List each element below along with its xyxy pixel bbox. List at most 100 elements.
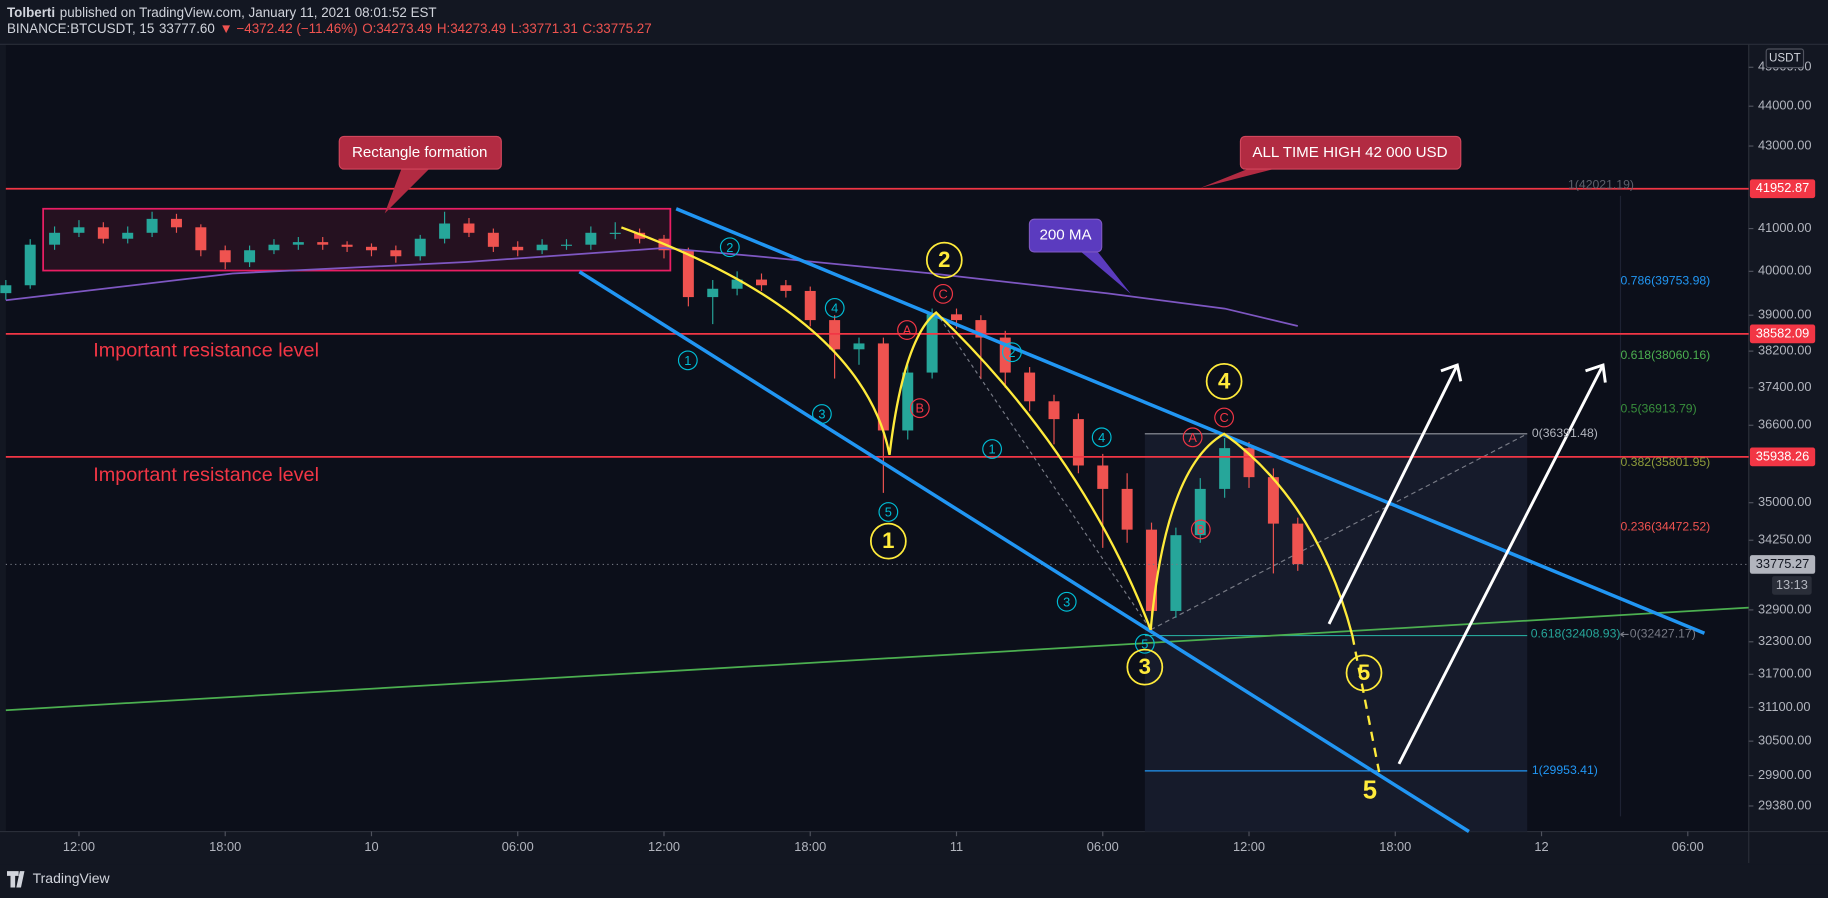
wave-circle	[1134, 633, 1155, 654]
fib-label: 0.618(38060.16)	[1620, 348, 1710, 362]
price-tag-label: 38582.09	[1756, 325, 1809, 340]
wave-circle	[933, 283, 954, 304]
rectangle-formation	[42, 207, 672, 272]
wave-curve	[620, 226, 1354, 636]
fib-trend	[1150, 433, 1528, 631]
x-tick-label: 12:00	[648, 839, 680, 854]
wave-projection	[1351, 635, 1381, 773]
candle-body	[585, 232, 597, 245]
channel-upper	[675, 207, 1706, 635]
candle-body	[1243, 448, 1255, 478]
candle-body	[341, 244, 353, 247]
y-tick-label: 35000.00	[1758, 494, 1811, 509]
axes: 45000.0044000.0043000.0041000.0040000.00…	[63, 59, 1816, 854]
candle-body	[1267, 477, 1279, 524]
wave-circle	[1126, 648, 1164, 686]
wave-circle	[824, 297, 845, 318]
wave-label: 2	[1008, 345, 1015, 360]
candle-body	[512, 246, 524, 251]
annotation: Important resistance level	[93, 339, 319, 361]
wave-label: 3	[1063, 594, 1070, 609]
wave-label: B	[1197, 522, 1206, 537]
candle-body	[414, 238, 426, 257]
x-tick-label: 10	[364, 839, 378, 854]
wave-label: 4	[1218, 368, 1231, 393]
wave-label: 5	[1358, 660, 1370, 685]
candle-body	[756, 279, 767, 286]
y-tick-label: 29380.00	[1758, 797, 1811, 812]
wave-circle	[878, 502, 899, 522]
fib-arrow	[1620, 631, 1629, 638]
arrow	[1327, 364, 1459, 625]
wave-label: 5	[1363, 777, 1377, 805]
countdown-tag	[1772, 576, 1812, 595]
wave-label: 5	[1141, 636, 1148, 651]
candle-body	[439, 223, 451, 239]
candle-body	[24, 244, 36, 286]
candle-body	[0, 285, 12, 294]
ohlc: H:34273.49	[437, 21, 506, 36]
wave-label: B	[916, 401, 925, 416]
candle-body	[1194, 488, 1206, 536]
candle-body	[853, 343, 865, 350]
wave-label: 1	[882, 528, 894, 553]
candle-body	[707, 288, 719, 298]
price: 33777.60	[159, 21, 215, 36]
wave-label: 1	[684, 353, 691, 368]
wave-circle	[1182, 427, 1203, 448]
candle-body	[1072, 419, 1084, 466]
y-tick-label: 31700.00	[1758, 666, 1811, 681]
fib-label: 0.786(39753.98)	[1620, 273, 1710, 287]
candle-body	[999, 337, 1011, 373]
candle-body	[195, 227, 207, 251]
symbol: BINANCE:BTCUSDT, 15	[7, 21, 154, 36]
callout	[1028, 218, 1103, 253]
wave-circle	[719, 237, 740, 258]
candle-body	[926, 314, 938, 373]
candle-body	[1146, 529, 1157, 611]
price-tag-label: 41952.87	[1756, 180, 1809, 195]
candle-body	[1097, 465, 1109, 489]
wave-circle	[1056, 591, 1077, 612]
x-tick-label: 12:00	[1233, 839, 1265, 854]
candle-body	[609, 232, 621, 234]
candle-body	[317, 242, 329, 245]
annotation: Important resistance level	[93, 464, 319, 486]
y-tick-label: 39000.00	[1758, 307, 1811, 322]
countdown: 13:13	[1776, 577, 1808, 592]
annotation: Rectangle formation	[352, 144, 487, 161]
wave-label: 3	[1139, 654, 1151, 679]
wave-circle	[909, 398, 930, 419]
candle-body	[560, 244, 572, 246]
candle-body	[1121, 488, 1133, 530]
fib-label: 1(29953.41)	[1532, 763, 1598, 777]
arrow-head	[1440, 363, 1463, 382]
unit-box	[1765, 48, 1805, 69]
last-price-tag	[1749, 555, 1816, 574]
x-tick-label: 12:00	[63, 839, 95, 854]
x-tick-label: 12	[1534, 839, 1548, 854]
arrows	[1327, 363, 1607, 765]
fib-label: 1(42021.19)	[1568, 178, 1634, 192]
callout	[1239, 135, 1462, 170]
labels: 1(42021.19) 0.786(39753.98) 0.618(38060.16…	[677, 178, 1710, 805]
y-tick-label: 29900.00	[1758, 767, 1811, 782]
price-tag	[1749, 447, 1816, 467]
wave-label: 4	[1098, 430, 1105, 445]
wave-label: 4	[831, 300, 838, 315]
arrow	[1397, 364, 1605, 765]
y-tick-label: 44000.00	[1758, 98, 1811, 113]
support-line	[5, 606, 1749, 712]
callout-pointer	[384, 166, 432, 214]
wave-label: C	[939, 286, 948, 301]
x-tick-label: 11	[950, 839, 963, 854]
candle-body	[902, 372, 914, 431]
wave-label: 2	[938, 247, 950, 272]
candle-body	[268, 244, 280, 251]
price-tag-label: 35938.26	[1756, 448, 1809, 463]
fib-label: 0.5(36913.79)	[1620, 402, 1696, 416]
candle-body	[97, 227, 109, 239]
footer	[0, 864, 1828, 898]
candle-body	[365, 246, 377, 251]
channel-lower	[578, 270, 1470, 834]
